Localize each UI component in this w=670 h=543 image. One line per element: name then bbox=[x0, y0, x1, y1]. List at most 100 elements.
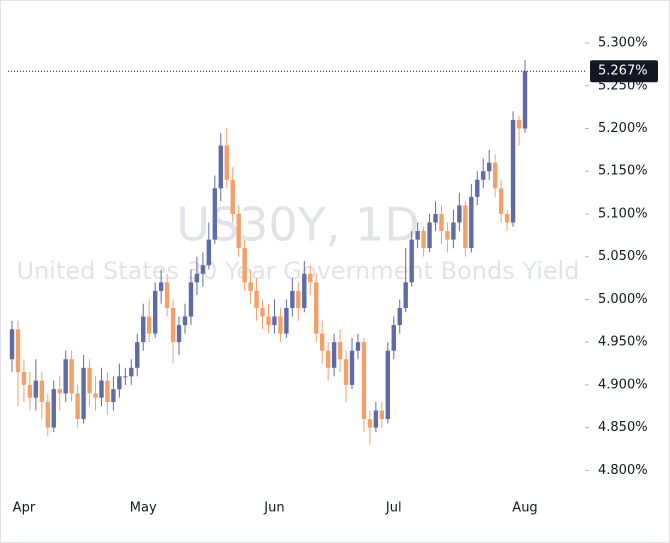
candle-body bbox=[164, 282, 170, 308]
candle-body bbox=[206, 239, 212, 266]
candle-body bbox=[254, 290, 259, 308]
candle-body bbox=[302, 273, 307, 308]
candle-body bbox=[391, 325, 396, 351]
candle-body bbox=[498, 188, 504, 214]
y-tick-label: 4.800% bbox=[598, 463, 648, 478]
candle-body bbox=[319, 333, 325, 351]
candle-body bbox=[99, 380, 104, 398]
candle-body bbox=[93, 393, 98, 398]
candle-body bbox=[415, 231, 420, 240]
candle-body bbox=[272, 316, 277, 326]
y-tick-label: 5.200% bbox=[598, 121, 648, 136]
candle-body bbox=[349, 350, 355, 385]
candle-body bbox=[117, 376, 122, 390]
candle-body bbox=[385, 350, 391, 420]
candle-body bbox=[51, 389, 56, 428]
y-tick-label: 4.950% bbox=[598, 335, 648, 350]
candle-body bbox=[504, 213, 510, 223]
candle-body bbox=[152, 290, 158, 334]
watermark-subtitle: United States 30 Year Government Bonds Y… bbox=[17, 257, 580, 285]
x-tick-label: Jun bbox=[263, 501, 284, 516]
y-tick-label: 4.900% bbox=[598, 377, 648, 392]
last-price-label: 5.267% bbox=[598, 64, 648, 79]
candle-body bbox=[57, 389, 62, 394]
candle-body bbox=[236, 213, 241, 249]
candle-body bbox=[188, 282, 194, 317]
candle-body bbox=[278, 316, 283, 334]
candle-body bbox=[248, 282, 253, 291]
candle-body bbox=[21, 372, 27, 385]
candle-body bbox=[296, 290, 301, 308]
candle-body bbox=[343, 359, 349, 385]
candle-body bbox=[111, 389, 116, 402]
candle-body bbox=[45, 401, 50, 428]
candle-body bbox=[451, 222, 456, 240]
y-tick-label: 5.150% bbox=[598, 164, 648, 179]
x-tick-label: Apr bbox=[13, 501, 36, 516]
candle-body bbox=[510, 119, 516, 223]
candle-body bbox=[487, 162, 492, 172]
candle-body bbox=[469, 196, 474, 249]
candle-body bbox=[194, 273, 200, 283]
candle-body bbox=[33, 380, 39, 398]
candle-body bbox=[522, 71, 528, 129]
candle-body bbox=[445, 231, 450, 240]
candle-body bbox=[355, 342, 361, 351]
x-tick-label: Aug bbox=[512, 501, 537, 516]
candle-body bbox=[337, 342, 343, 360]
candle-body bbox=[230, 179, 235, 214]
candle-body bbox=[158, 282, 164, 291]
candle-body bbox=[373, 410, 379, 428]
candle-body bbox=[379, 410, 385, 420]
y-tick-label: 5.000% bbox=[598, 292, 648, 307]
candle-body bbox=[260, 307, 265, 317]
candle-body bbox=[176, 325, 182, 343]
candle-body bbox=[75, 393, 80, 420]
candle-body bbox=[27, 384, 33, 398]
candle-body bbox=[403, 282, 408, 308]
x-tick-label: Jul bbox=[385, 501, 402, 516]
candle-body bbox=[457, 205, 462, 223]
y-tick-label: 5.050% bbox=[598, 249, 648, 264]
candle-body bbox=[325, 350, 331, 368]
last-price-box bbox=[590, 60, 658, 83]
candle-body bbox=[105, 380, 110, 402]
candle-body bbox=[290, 290, 295, 308]
candle-body bbox=[475, 179, 480, 197]
candle-body bbox=[433, 213, 438, 223]
candle-body bbox=[170, 307, 176, 343]
candle-body bbox=[439, 213, 444, 232]
candle-body bbox=[421, 231, 426, 249]
candle-body bbox=[314, 282, 319, 334]
x-tick-label: May bbox=[130, 501, 157, 516]
candle-body bbox=[242, 248, 247, 283]
candle-body bbox=[129, 367, 134, 377]
candle-body bbox=[87, 367, 92, 394]
y-tick-label: 4.850% bbox=[598, 420, 648, 435]
candle-body bbox=[69, 359, 74, 394]
y-tick-label: 5.300% bbox=[598, 36, 648, 51]
candle-body bbox=[81, 367, 86, 420]
candle-body bbox=[200, 265, 206, 274]
candle-body bbox=[516, 119, 522, 129]
candle-body bbox=[9, 329, 15, 360]
candle-body bbox=[123, 376, 128, 378]
candle-body bbox=[63, 359, 68, 394]
candle-body bbox=[218, 145, 223, 189]
candle-body bbox=[308, 273, 313, 283]
candle-body bbox=[15, 329, 21, 373]
candle-body bbox=[481, 171, 486, 180]
candle-body bbox=[39, 380, 45, 402]
candle-body bbox=[409, 239, 414, 283]
candle-body bbox=[212, 188, 218, 240]
candle-body bbox=[367, 419, 373, 428]
candle-body bbox=[141, 316, 146, 343]
candle-body bbox=[266, 316, 271, 326]
candle-body bbox=[397, 307, 402, 326]
candle-body bbox=[146, 316, 152, 334]
candle-body bbox=[284, 307, 289, 334]
candle-body bbox=[135, 342, 140, 368]
candle-body bbox=[224, 145, 229, 180]
